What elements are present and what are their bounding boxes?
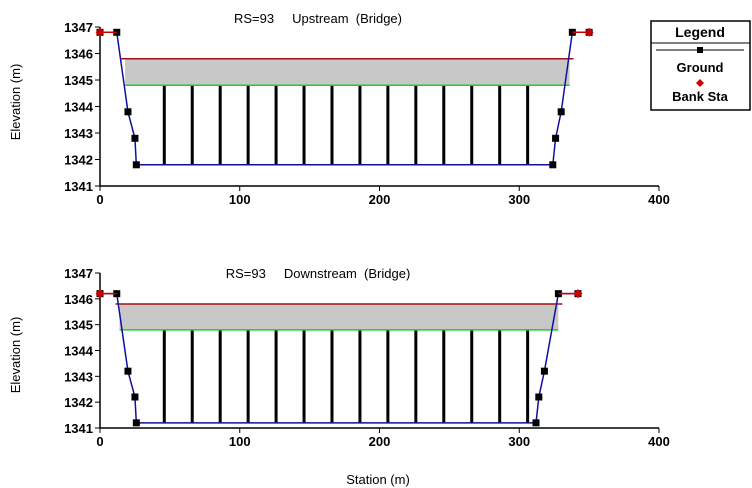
downstream-y-tick-label: 1342 [64, 395, 93, 410]
downstream-pier [274, 329, 278, 423]
upstream-y-tick-label: 1347 [64, 20, 93, 35]
upstream-x-tick-label: 200 [369, 192, 391, 207]
upstream-y-tick-label: 1346 [64, 47, 93, 62]
upstream-pier [190, 85, 194, 165]
upstream-ground-point [132, 161, 140, 169]
downstream-ground-point [132, 419, 140, 427]
upstream-pier [386, 85, 390, 165]
downstream-x-tick-label: 400 [648, 434, 670, 449]
downstream-pier [218, 329, 222, 423]
upstream-ground-point [124, 108, 132, 116]
downstream-pier [414, 329, 418, 423]
downstream-ground-point [124, 367, 132, 375]
legend-title: Legend [675, 24, 725, 40]
upstream-y-tick-label: 1342 [64, 153, 93, 168]
downstream-ground-point [535, 393, 543, 401]
downstream-pier [442, 329, 446, 423]
downstream-pier [246, 329, 250, 423]
downstream-deck-fill [119, 304, 559, 330]
upstream-pier [246, 85, 250, 165]
downstream-ground-line [100, 292, 578, 424]
upstream-pier [218, 85, 222, 165]
upstream-y-axis-title: Elevation (m) [8, 64, 23, 141]
upstream-x-tick-label: 100 [229, 192, 251, 207]
upstream-pier [442, 85, 446, 165]
downstream-ground-point [131, 393, 139, 401]
legend-bank-sta-marker [696, 79, 704, 87]
upstream-pier [274, 85, 278, 165]
upstream-x-tick-label: 0 [96, 192, 103, 207]
upstream-ground-point [552, 134, 560, 142]
upstream-y-tick-label: 1341 [64, 179, 93, 194]
downstream-pier [358, 329, 362, 423]
upstream-pier [470, 85, 474, 165]
downstream-pier [162, 329, 166, 423]
upstream-pier [526, 85, 530, 165]
downstream-x-tick-label: 300 [508, 434, 530, 449]
downstream-pier [330, 329, 334, 423]
upstream-y-tick-label: 1343 [64, 126, 93, 141]
downstream-x-tick-label: 200 [369, 434, 391, 449]
downstream-ground-point [540, 367, 548, 375]
upstream-chart-title: RS=93 Upstream (Bridge) [234, 11, 402, 26]
downstream-pier [526, 329, 530, 423]
upstream-ground-line [100, 31, 590, 166]
downstream-ground-point [532, 419, 540, 427]
downstream-chart: RS=93 Downstream (Bridge) Elevation (m) … [8, 266, 670, 487]
upstream-y-tick-label: 1345 [64, 73, 93, 88]
downstream-pier [302, 329, 306, 423]
legend-box [650, 20, 751, 111]
downstream-y-tick-label: 1345 [64, 318, 93, 333]
downstream-x-tick-label: 100 [229, 434, 251, 449]
upstream-pier [330, 85, 334, 165]
downstream-x-tick-label: 0 [96, 434, 103, 449]
downstream-pier [386, 329, 390, 423]
upstream-deck-fill [125, 58, 570, 86]
legend: Legend Ground Bank Sta [650, 20, 751, 111]
upstream-ground-point [549, 161, 557, 169]
upstream-pier [162, 85, 166, 165]
upstream-pier [358, 85, 362, 165]
upstream-pier [414, 85, 418, 165]
upstream-pier [302, 85, 306, 165]
legend-bank-sta-label: Bank Sta [672, 89, 728, 104]
downstream-y-tick-label: 1347 [64, 266, 93, 281]
downstream-y-tick-label: 1344 [64, 344, 94, 359]
downstream-pier [470, 329, 474, 423]
upstream-ground-point [131, 134, 139, 142]
upstream-y-tick-label: 1344 [64, 100, 94, 115]
legend-ground-label: Ground [677, 60, 724, 75]
downstream-x-axis-title: Station (m) [346, 472, 410, 487]
upstream-x-tick-label: 300 [508, 192, 530, 207]
downstream-y-axis-title: Elevation (m) [8, 317, 23, 394]
upstream-x-tick-label: 400 [648, 192, 670, 207]
downstream-y-tick-label: 1343 [64, 369, 93, 384]
upstream-ground-point [557, 108, 565, 116]
downstream-y-tick-label: 1346 [64, 292, 93, 307]
upstream-pier [498, 85, 502, 165]
legend-ground-marker [697, 47, 703, 53]
upstream-chart: RS=93 Upstream (Bridge) Elevation (m) 13… [8, 11, 670, 207]
downstream-pier [190, 329, 194, 423]
downstream-y-tick-label: 1341 [64, 421, 93, 436]
downstream-pier [498, 329, 502, 423]
downstream-chart-title: RS=93 Downstream (Bridge) [226, 266, 411, 281]
